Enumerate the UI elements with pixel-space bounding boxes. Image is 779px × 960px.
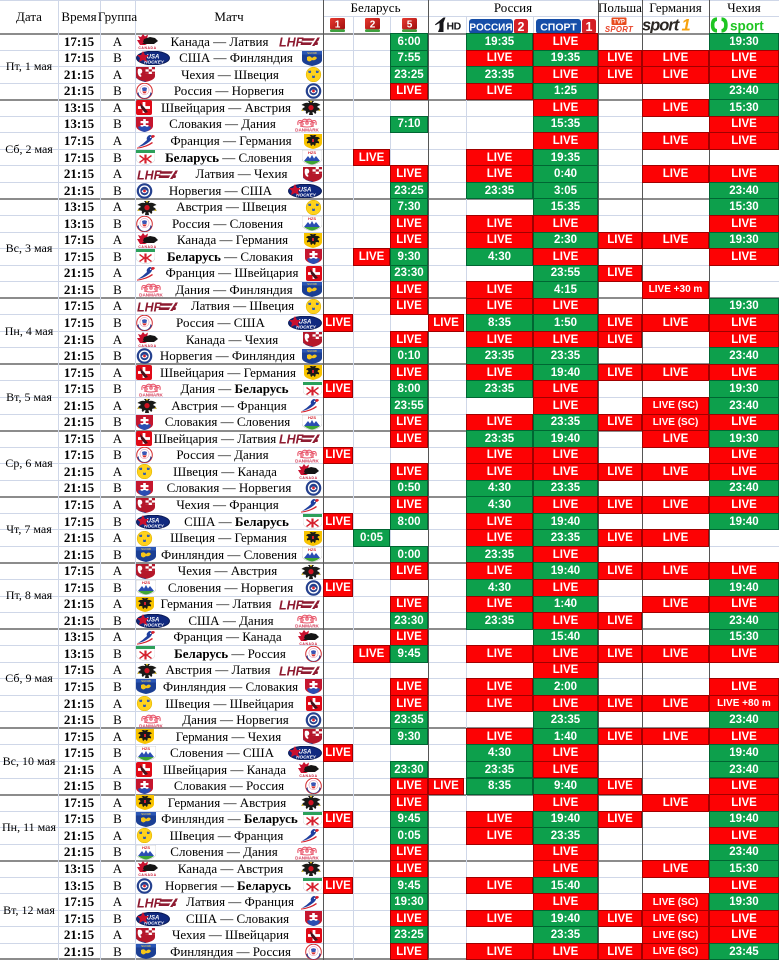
svg-text:HOCKEY: HOCKEY (296, 192, 317, 197)
svg-text:CANADA: CANADA (138, 344, 156, 347)
svg-text:SUOMI: SUOMI (141, 547, 151, 551)
svg-text:1: 1 (682, 17, 691, 33)
svg-text:SUOMI: SUOMI (141, 679, 151, 683)
svg-text:LHF: LHF (137, 168, 162, 181)
svg-text:SUOMI: SUOMI (307, 51, 317, 55)
svg-text:USA: USA (299, 750, 312, 756)
svg-text:HZS: HZS (308, 150, 316, 155)
svg-text:DANMARK: DANMARK (295, 855, 319, 860)
svg-text:LHF: LHF (137, 896, 162, 909)
svg-text:HOCKEY: HOCKEY (296, 325, 317, 330)
svg-text:CANADA: CANADA (138, 245, 156, 248)
svg-text:HZS: HZS (308, 216, 316, 221)
svg-text:2: 2 (369, 20, 375, 31)
svg-text:HZS: HZS (142, 580, 150, 585)
svg-text:USA: USA (147, 915, 160, 921)
svg-text:РОССИЯ: РОССИЯ (469, 23, 512, 34)
svg-text:CANADA: CANADA (299, 642, 317, 645)
svg-text:SUOMI: SUOMI (141, 944, 151, 948)
svg-text:TVP: TVP (613, 19, 625, 25)
svg-text:SUOMI: SUOMI (141, 812, 151, 816)
svg-text:HD: HD (447, 21, 462, 33)
svg-text:HZS: HZS (308, 547, 316, 552)
svg-text:1: 1 (586, 20, 593, 34)
svg-text:sport: sport (642, 17, 681, 33)
svg-text:5: 5 (406, 20, 412, 31)
svg-text:HOCKEY: HOCKEY (144, 622, 165, 627)
svg-text:CANADA: CANADA (299, 476, 317, 479)
svg-text:DANMARK: DANMARK (139, 723, 163, 728)
svg-text:CANADA: CANADA (138, 873, 156, 876)
svg-text:LHF: LHF (279, 36, 304, 49)
svg-text:USA: USA (299, 187, 312, 193)
svg-text:СПОРТ: СПОРТ (540, 22, 577, 34)
svg-text:LHF: LHF (279, 433, 304, 446)
svg-text:USA: USA (147, 518, 160, 524)
svg-text:USA: USA (147, 55, 160, 61)
svg-text:DANMARK: DANMARK (139, 392, 163, 397)
svg-text:USA: USA (299, 320, 312, 326)
svg-text:SPORT: SPORT (605, 25, 634, 33)
svg-text:DANMARK: DANMARK (295, 458, 319, 463)
svg-text:DANMARK: DANMARK (139, 293, 163, 298)
svg-text:HOCKEY: HOCKEY (144, 60, 165, 65)
svg-text:USA: USA (147, 617, 160, 623)
svg-text:HOCKEY: HOCKEY (144, 523, 165, 528)
svg-text:LHF: LHF (279, 664, 304, 677)
svg-text:DANMARK: DANMARK (295, 127, 319, 132)
svg-text:HOCKEY: HOCKEY (144, 920, 165, 925)
svg-text:1: 1 (334, 20, 340, 31)
svg-text:LHF: LHF (279, 598, 304, 611)
svg-text:HZS: HZS (308, 415, 316, 420)
svg-text:2: 2 (518, 20, 525, 34)
svg-text:CANADA: CANADA (299, 774, 317, 777)
svg-text:HOCKEY: HOCKEY (296, 755, 317, 760)
svg-text:sport: sport (730, 18, 764, 33)
svg-text:SUOMI: SUOMI (307, 282, 317, 286)
svg-text:CANADA: CANADA (138, 46, 156, 49)
svg-text:HZS: HZS (142, 845, 150, 850)
svg-text:HZS: HZS (142, 746, 150, 751)
svg-text:LHF: LHF (137, 300, 162, 313)
svg-text:DANMARK: DANMARK (295, 624, 319, 629)
svg-text:SUOMI: SUOMI (307, 349, 317, 353)
